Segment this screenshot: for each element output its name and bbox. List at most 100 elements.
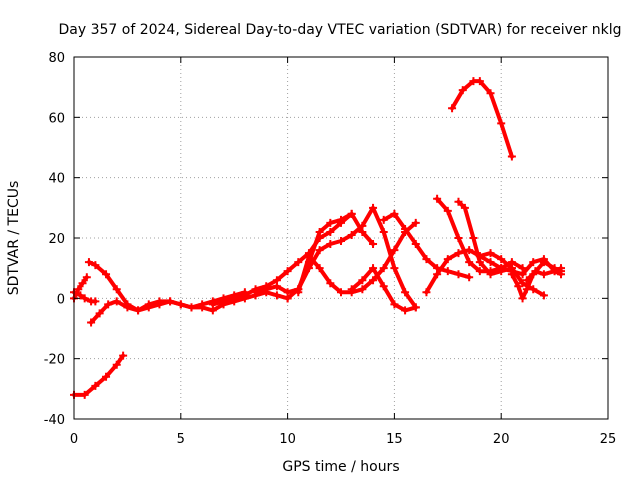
data-point — [465, 246, 474, 255]
data-point — [390, 300, 399, 309]
data-point — [507, 152, 516, 161]
data-point — [469, 234, 478, 242]
data-point — [76, 291, 85, 300]
y-tick-label: -20 — [44, 353, 65, 368]
data-point — [315, 264, 324, 273]
y-tick-label: 20 — [48, 232, 65, 247]
data-point — [283, 294, 292, 303]
data-point — [230, 294, 239, 303]
data-point — [91, 261, 100, 270]
data-point — [198, 303, 207, 312]
data-point — [401, 224, 410, 233]
data-point — [443, 206, 452, 215]
data-point — [390, 209, 399, 218]
data-point — [337, 237, 345, 246]
data-point — [465, 258, 474, 267]
data-point — [448, 104, 457, 113]
data-point — [315, 227, 324, 236]
data-point — [518, 294, 527, 303]
x-axis-label: GPS time / hours — [282, 459, 399, 475]
data-point — [84, 258, 93, 267]
data-point — [497, 119, 506, 128]
x-tick-label: 5 — [177, 432, 185, 447]
data-point — [539, 291, 548, 300]
data-point — [144, 303, 153, 312]
data-point — [369, 240, 378, 249]
data-point — [497, 267, 506, 276]
data-point — [522, 285, 531, 294]
data-point — [95, 309, 104, 318]
data-point — [176, 300, 185, 309]
data-point — [119, 351, 128, 360]
data-point — [315, 246, 324, 255]
data-point — [337, 288, 345, 297]
data-point — [347, 285, 356, 294]
data-point — [465, 273, 474, 282]
data-point — [219, 297, 228, 306]
data-point — [454, 197, 463, 206]
data-point — [529, 258, 538, 267]
data-point — [272, 291, 281, 300]
data-point — [433, 194, 442, 203]
data-point — [458, 86, 467, 95]
data-point — [369, 264, 378, 273]
data-series — [70, 77, 566, 399]
data-point — [539, 270, 548, 279]
data-point — [134, 306, 143, 315]
data-point — [486, 249, 495, 258]
data-point — [475, 267, 484, 276]
data-point — [155, 300, 164, 309]
y-tick-label: 80 — [48, 51, 65, 66]
data-point — [187, 303, 196, 312]
data-point — [486, 270, 495, 279]
data-point — [422, 255, 431, 264]
x-tick-label: 10 — [279, 432, 296, 447]
data-point — [272, 282, 281, 291]
data-point — [379, 264, 388, 273]
x-tick-label: 25 — [600, 432, 617, 447]
data-point — [294, 258, 303, 267]
data-point — [337, 215, 345, 224]
data-point — [358, 221, 367, 230]
data-point — [74, 285, 83, 294]
data-point — [123, 303, 132, 312]
data-point — [557, 264, 566, 273]
data-point — [326, 279, 335, 288]
series-trace-15 — [450, 79, 514, 159]
data-point — [82, 273, 91, 282]
data-point — [283, 267, 292, 276]
data-point — [486, 258, 495, 267]
data-point — [369, 276, 378, 285]
data-point — [475, 77, 484, 86]
data-point — [390, 264, 399, 273]
data-point — [401, 288, 410, 297]
data-point — [166, 297, 175, 306]
data-point — [522, 276, 531, 285]
data-point — [112, 297, 121, 306]
data-point — [379, 215, 388, 224]
chart-title: Day 357 of 2024, Sidereal Day-to-day VTE… — [59, 22, 622, 38]
data-point — [112, 285, 121, 294]
data-point — [208, 300, 217, 309]
data-point — [369, 203, 378, 212]
data-point — [104, 300, 113, 309]
data-point — [433, 270, 442, 279]
data-point — [518, 270, 527, 279]
data-point — [326, 227, 335, 236]
data-point — [91, 381, 100, 390]
data-point — [550, 267, 559, 276]
data-point — [514, 282, 523, 291]
data-point — [91, 297, 100, 306]
data-point — [379, 227, 388, 236]
data-point — [401, 306, 410, 315]
data-point — [102, 270, 111, 279]
data-point — [347, 209, 356, 218]
x-tick-label: 15 — [386, 432, 403, 447]
data-point — [80, 390, 89, 399]
data-point — [78, 279, 87, 288]
data-point — [475, 252, 484, 261]
series-trace-9 — [296, 220, 418, 295]
x-tick-label: 20 — [493, 432, 510, 447]
y-tick-label: -40 — [44, 413, 65, 428]
